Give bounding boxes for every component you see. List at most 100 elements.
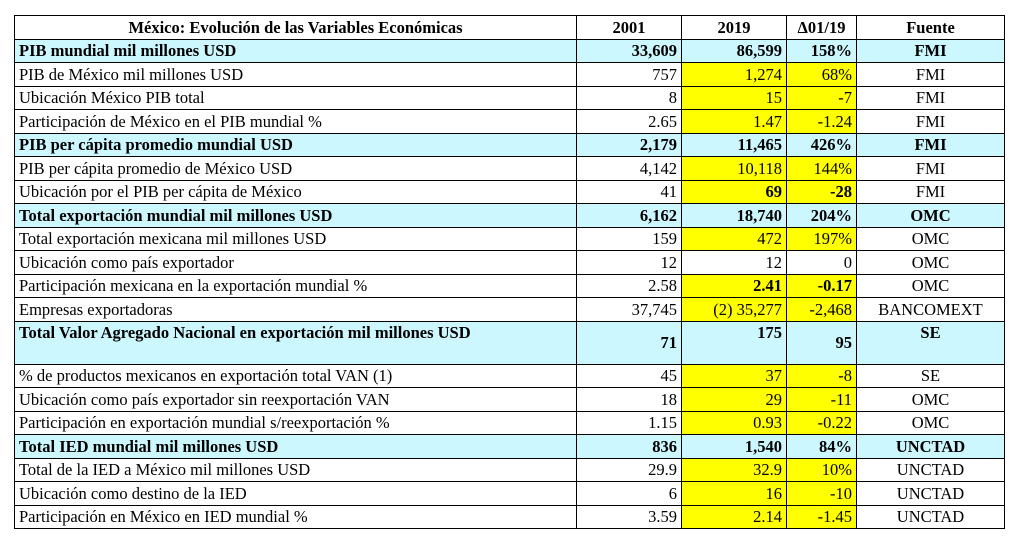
table-row: Total exportación mexicana mil millones … <box>14 226 1005 251</box>
value-source: UNCTAD <box>856 457 1005 482</box>
table-row: Ubicación como destino de la IED 6 16 -1… <box>14 481 1005 506</box>
value-delta: -11 <box>786 387 857 412</box>
table-row: PIB per cápita promedio mundial USD 2,17… <box>14 132 1005 157</box>
table-row: PIB de México mil millones USD 757 1,274… <box>14 62 1005 87</box>
value-delta: 204% <box>786 203 857 228</box>
col-header-delta: Δ01/19 <box>786 15 857 40</box>
value-delta: -7 <box>786 85 857 110</box>
row-label: Total IED mundial mil millones USD <box>14 434 577 459</box>
table-row: PIB per cápita promedio de México USD 4,… <box>14 156 1005 181</box>
value-source: FMI <box>856 132 1005 157</box>
table-row: Ubicación por el PIB per cápita de Méxic… <box>14 179 1005 204</box>
row-label: Ubicación México PIB total <box>14 85 577 110</box>
value-2001: 2.65 <box>576 109 682 134</box>
row-label: Ubicación por el PIB per cápita de Méxic… <box>14 179 577 204</box>
table-row: Participación en exportación mundial s/r… <box>14 410 1005 435</box>
value-2019: 29 <box>681 387 787 412</box>
value-2019: 2.14 <box>681 504 787 529</box>
table-row: Ubicación como país exportador 12 12 0 O… <box>14 250 1005 275</box>
header-row: México: Evolución de las Variables Econó… <box>14 15 1005 40</box>
value-source: FMI <box>856 179 1005 204</box>
table-row: Total exportación mundial mil millones U… <box>14 203 1005 228</box>
value-delta: 0 <box>786 250 857 275</box>
value-2019: 69 <box>681 179 787 204</box>
value-source: FMI <box>856 85 1005 110</box>
value-2019: (2) 35,277 <box>681 297 787 322</box>
value-delta: 158% <box>786 38 857 63</box>
value-2001: 6,162 <box>576 203 682 228</box>
value-2019: 37 <box>681 363 787 388</box>
row-label: Ubicación como país exportador sin reexp… <box>14 387 577 412</box>
value-delta: -1.24 <box>786 109 857 134</box>
row-label: Total Valor Agregado Nacional en exporta… <box>14 320 577 365</box>
row-label: PIB per cápita promedio de México USD <box>14 156 577 181</box>
value-delta: -0.22 <box>786 410 857 435</box>
value-2001: 41 <box>576 179 682 204</box>
value-2019: 11,465 <box>681 132 787 157</box>
value-source: OMC <box>856 250 1005 275</box>
table-row: Participación de México en el PIB mundia… <box>14 109 1005 134</box>
value-source: SE <box>856 363 1005 388</box>
value-source: OMC <box>856 203 1005 228</box>
economic-variables-table: México: Evolución de las Variables Econó… <box>14 15 1005 529</box>
value-2001: 159 <box>576 226 682 251</box>
row-label: Total exportación mexicana mil millones … <box>14 226 577 251</box>
table-row: Total de la IED a México mil millones US… <box>14 457 1005 482</box>
table-row: Total Valor Agregado Nacional en exporta… <box>14 320 1005 365</box>
value-delta: -1.45 <box>786 504 857 529</box>
value-2019: 12 <box>681 250 787 275</box>
row-label: Participación de México en el PIB mundia… <box>14 109 577 134</box>
value-delta: 68% <box>786 62 857 87</box>
table-row: PIB mundial mil millones USD 33,609 86,5… <box>14 38 1005 63</box>
value-delta: 197% <box>786 226 857 251</box>
table-row: % de productos mexicanos en exportación … <box>14 363 1005 388</box>
value-delta: 84% <box>786 434 857 459</box>
value-source: OMC <box>856 273 1005 298</box>
value-2001: 1.15 <box>576 410 682 435</box>
row-label: Empresas exportadoras <box>14 297 577 322</box>
value-source: OMC <box>856 410 1005 435</box>
value-delta: -10 <box>786 481 857 506</box>
value-2001: 33,609 <box>576 38 682 63</box>
table-row: Ubicación como país exportador sin reexp… <box>14 387 1005 412</box>
value-2019: 32.9 <box>681 457 787 482</box>
value-2001: 12 <box>576 250 682 275</box>
value-2001: 3.59 <box>576 504 682 529</box>
table-title: México: Evolución de las Variables Econó… <box>14 15 577 40</box>
value-source: UNCTAD <box>856 481 1005 506</box>
value-source: FMI <box>856 62 1005 87</box>
table-row: Total IED mundial mil millones USD 836 1… <box>14 434 1005 459</box>
table-row: Participación en México en IED mundial %… <box>14 504 1005 529</box>
col-header-source: Fuente <box>856 15 1005 40</box>
value-delta: -28 <box>786 179 857 204</box>
row-label: Participación en exportación mundial s/r… <box>14 410 577 435</box>
value-2001: 6 <box>576 481 682 506</box>
value-delta: -0.17 <box>786 273 857 298</box>
value-2001: 2.58 <box>576 273 682 298</box>
value-source: FMI <box>856 109 1005 134</box>
value-delta: 426% <box>786 132 857 157</box>
value-2019: 2.41 <box>681 273 787 298</box>
row-label: % de productos mexicanos en exportación … <box>14 363 577 388</box>
value-2001: 2,179 <box>576 132 682 157</box>
value-delta: -2,468 <box>786 297 857 322</box>
value-delta: 144% <box>786 156 857 181</box>
value-2019: 86,599 <box>681 38 787 63</box>
value-delta: 95 <box>786 320 857 365</box>
value-2001: 4,142 <box>576 156 682 181</box>
value-delta: 10% <box>786 457 857 482</box>
value-2001: 45 <box>576 363 682 388</box>
value-2019: 0.93 <box>681 410 787 435</box>
row-label: Ubicación como destino de la IED <box>14 481 577 506</box>
value-source: FMI <box>856 38 1005 63</box>
row-label: Total exportación mundial mil millones U… <box>14 203 577 228</box>
table-row: Ubicación México PIB total 8 15 -7 FMI <box>14 85 1005 110</box>
table-row: Participación mexicana en la exportación… <box>14 273 1005 298</box>
row-label: PIB per cápita promedio mundial USD <box>14 132 577 157</box>
value-2019: 16 <box>681 481 787 506</box>
row-label: Participación mexicana en la exportación… <box>14 273 577 298</box>
row-label: Ubicación como país exportador <box>14 250 577 275</box>
row-label: PIB de México mil millones USD <box>14 62 577 87</box>
value-2019: 472 <box>681 226 787 251</box>
value-2001: 18 <box>576 387 682 412</box>
